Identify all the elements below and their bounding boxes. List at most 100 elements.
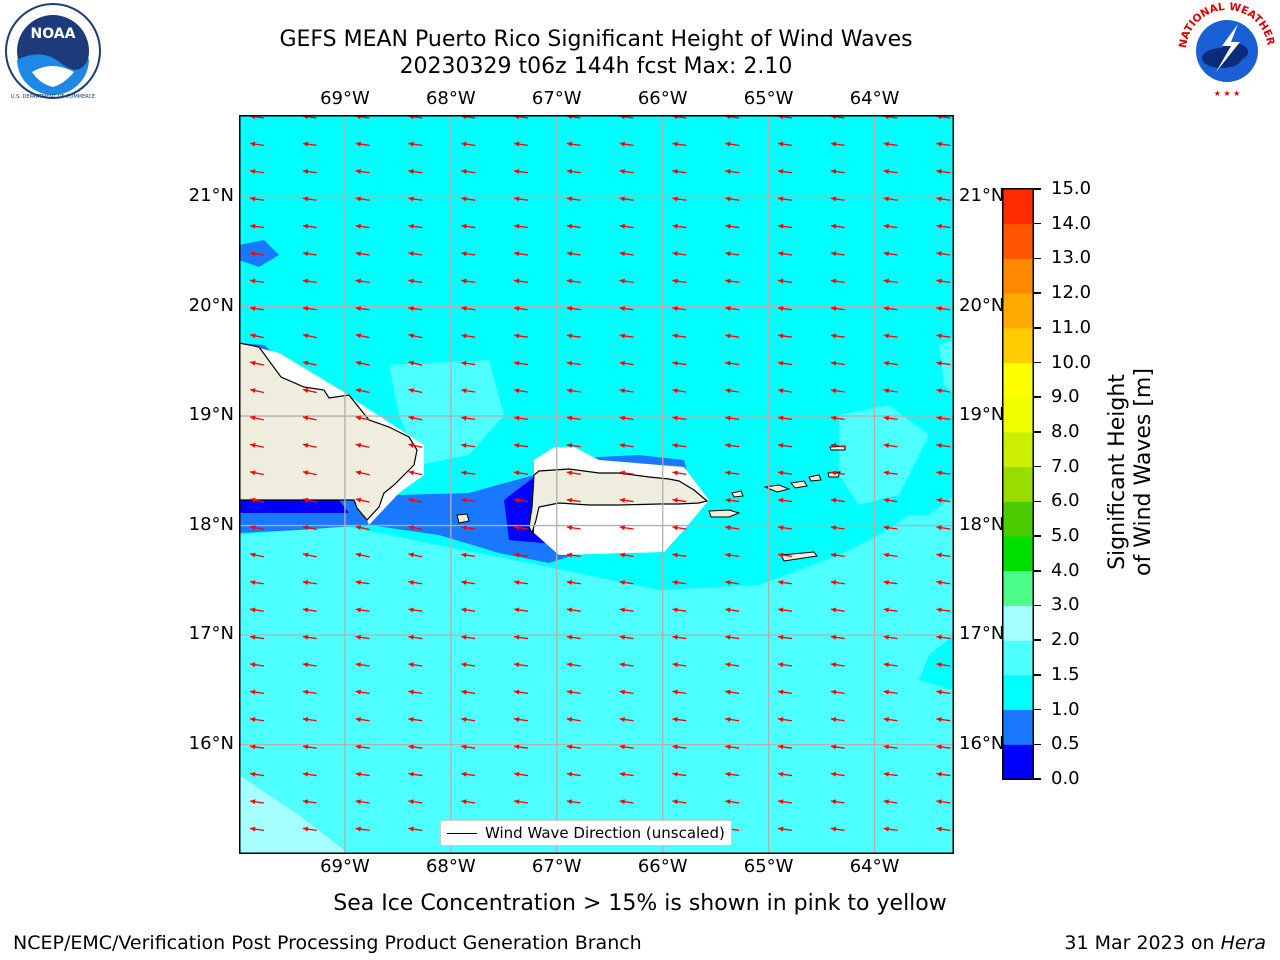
wave-arrow	[725, 223, 740, 229]
wave-arrow	[777, 415, 793, 421]
wave-arrow	[566, 333, 581, 339]
colorbar-bin	[1002, 327, 1034, 364]
wave-arrow	[830, 717, 845, 722]
wave-arrow	[302, 497, 317, 503]
wave-arrow	[355, 415, 370, 421]
wave-arrow	[250, 415, 264, 421]
colorbar-bin	[1002, 431, 1034, 468]
wave-arrow	[461, 306, 476, 311]
wave-arrow	[513, 689, 529, 695]
wave-arrow	[619, 443, 634, 448]
wave-arrow	[355, 141, 370, 147]
wave-arrow	[355, 662, 370, 668]
wave-arrow	[777, 689, 793, 695]
wave-arrow	[672, 251, 687, 257]
colorbar-tick-mark	[1034, 222, 1041, 225]
wave-arrow	[725, 744, 740, 750]
wave-arrow	[936, 826, 951, 832]
wave-arrow	[672, 196, 687, 202]
wave-arrow	[619, 251, 634, 257]
svg-text:U.S. DEPARTMENT OF COMMERCE: U.S. DEPARTMENT OF COMMERCE	[11, 94, 95, 100]
wave-arrow	[249, 662, 265, 668]
wave-arrow	[619, 771, 634, 777]
wave-arrow	[249, 196, 265, 202]
wave-arrow	[302, 662, 317, 668]
map-legend: Wind Wave Direction (unscaled)	[440, 820, 732, 846]
wave-arrow	[513, 223, 529, 229]
wave-arrow	[408, 717, 423, 722]
wave-arrow	[408, 360, 423, 366]
wave-arrow	[461, 470, 476, 476]
wave-arrow	[302, 580, 317, 585]
colorbar-tick-mark	[1034, 361, 1041, 364]
wave-arrow	[830, 744, 845, 750]
wave-arrow	[830, 443, 845, 448]
wave-arrow	[725, 141, 740, 147]
wave-arrow	[936, 415, 951, 421]
wave-arrow	[672, 771, 687, 777]
wave-arrow	[936, 251, 951, 257]
wave-arrow	[883, 662, 898, 668]
wave-arrow	[566, 799, 581, 805]
wave-arrow	[249, 689, 265, 695]
wave-arrow	[830, 251, 845, 257]
wave-arrow	[513, 470, 529, 476]
wave-arrow	[619, 662, 634, 668]
wave-arrow	[883, 689, 898, 695]
wave-arrow	[883, 415, 898, 421]
wave-arrow	[566, 360, 581, 366]
wave-arrow	[830, 278, 845, 284]
colorbar-bin	[1002, 293, 1034, 329]
wave-arrow	[566, 306, 581, 311]
wave-arrow	[355, 552, 370, 558]
wave-arrow	[936, 223, 951, 229]
colorbar-tick-label: 11.0	[1051, 316, 1092, 338]
wave-arrow	[250, 497, 264, 503]
wave-arrow	[936, 470, 951, 476]
wave-arrow	[725, 306, 740, 311]
wave-arrow	[777, 525, 793, 531]
wave-arrow	[725, 580, 740, 585]
wave-arrow	[725, 443, 740, 448]
wave-arrow	[408, 470, 423, 476]
map-gridlines	[239, 115, 954, 854]
colorbar-bin	[1002, 258, 1034, 294]
svg-text:NOAA: NOAA	[31, 26, 76, 42]
wave-arrow	[461, 360, 476, 366]
wave-arrow	[513, 607, 529, 613]
wave-arrow	[725, 251, 740, 257]
wave-arrow	[408, 799, 423, 805]
wave-arrow	[250, 333, 264, 339]
wave-arrow	[513, 552, 529, 558]
wave-arrow	[830, 169, 845, 174]
colorbar-tick-label: 15.0	[1051, 178, 1092, 199]
wave-arrow	[355, 771, 370, 777]
colorbar-tick-label: 12.0	[1051, 282, 1092, 304]
wave-arrow	[672, 333, 687, 339]
wave-arrow	[461, 717, 476, 722]
wave-arrow	[250, 442, 264, 448]
wave-arrow	[249, 251, 265, 257]
wave-arrow	[672, 223, 687, 229]
wave-arrow	[777, 799, 793, 805]
wave-arrow	[936, 744, 951, 750]
wave-arrow	[672, 497, 687, 503]
wave-arrow	[830, 306, 845, 311]
wave-arrow	[936, 306, 951, 311]
chart-subtitle-forecast: 20230329 t06z 144h fcst Max: 2.10	[399, 54, 793, 79]
wave-arrow	[777, 443, 793, 448]
wave-arrow	[408, 826, 423, 832]
wave-arrow	[513, 251, 529, 257]
wave-arrow	[408, 333, 423, 339]
wave-arrow	[249, 799, 265, 805]
wave-arrow	[830, 497, 845, 503]
wave-arrow	[777, 497, 793, 503]
wave-arrow	[725, 771, 740, 777]
tick-label: 65°W	[743, 856, 794, 877]
colorbar-bin	[1002, 709, 1034, 745]
colorbar-tick-label: 7.0	[1051, 455, 1080, 477]
wave-arrow	[936, 333, 951, 339]
wave-arrow	[777, 278, 793, 284]
wave-arrow	[302, 415, 317, 421]
wave-arrow	[249, 634, 265, 640]
